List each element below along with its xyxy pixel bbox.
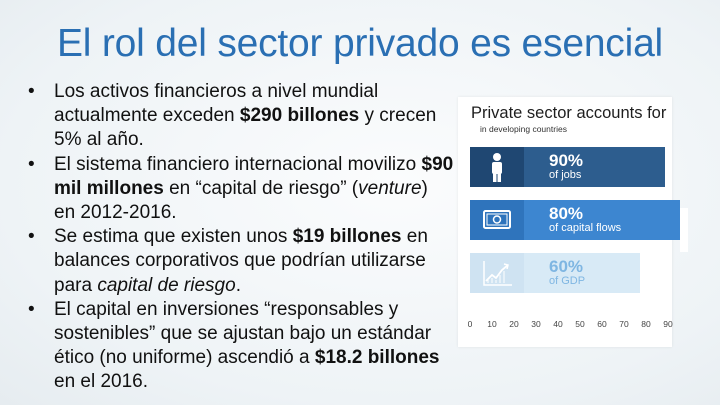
infographic-title: Private sector accounts for — [471, 104, 667, 122]
person-icon — [470, 147, 524, 187]
bullet-item: • El capital en inversiones “responsables… — [28, 298, 440, 393]
jobs-bar: 90% of jobs — [470, 147, 665, 187]
bullet-item: • El sistema financiero internacional mov… — [28, 153, 454, 224]
axis-tick-label: 70 — [619, 319, 629, 329]
axis-tick-label: 30 — [531, 319, 541, 329]
x-axis-ticks: 0 10 20 30 40 50 60 70 80 90 — [465, 319, 675, 333]
bullet-marker: • — [28, 81, 35, 102]
bullet-marker: • — [28, 226, 35, 248]
slide-title: El rol del sector privado es esencial — [56, 22, 664, 65]
gdp-label: of GDP — [549, 275, 586, 287]
gdp-percent: 60% — [549, 257, 584, 276]
capital-flows-label: of capital flows — [549, 222, 622, 234]
gdp-bar: 60% of GDP — [470, 253, 640, 293]
axis-tick-label: 40 — [553, 319, 563, 329]
capital-flows-bar: 80% of capital flows — [470, 200, 680, 240]
growth-chart-icon — [470, 253, 524, 293]
bullet-item: • Se estima que existen unos $19 billones… — [28, 226, 428, 296]
axis-tick-label: 50 — [575, 319, 585, 329]
jobs-label: of jobs — [549, 169, 582, 181]
bullet-marker: • — [28, 153, 35, 175]
axis-tick-label: 20 — [509, 319, 519, 329]
infographic-subtitle: in developing countries — [480, 124, 567, 134]
axis-tick-label: 10 — [487, 319, 497, 329]
axis-tick-label: 0 — [467, 319, 473, 329]
bullet-item: • Los activos financieros a nivel mundial… — [28, 81, 437, 151]
bullet-list: • Los activos financieros a nivel mundial… — [22, 80, 454, 395]
bullet-marker: • — [28, 298, 35, 320]
bar-edge-highlight — [680, 208, 688, 252]
jobs-percent: 90% — [549, 151, 584, 170]
axis-tick-label: 60 — [597, 319, 607, 329]
axis-tick-label: 90 — [663, 319, 673, 329]
banknote-icon — [470, 200, 524, 240]
capital-flows-percent: 80% — [549, 204, 584, 223]
axis-tick-label: 80 — [641, 319, 651, 329]
